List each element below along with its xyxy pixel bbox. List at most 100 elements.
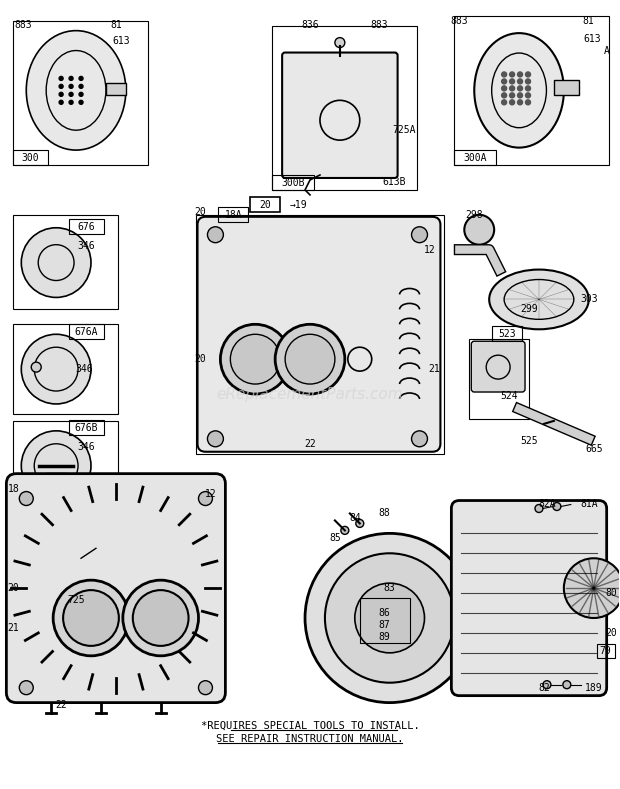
Text: 300B: 300B [281,178,305,188]
FancyBboxPatch shape [282,53,397,178]
Circle shape [526,86,531,91]
Text: 300: 300 [22,153,39,163]
Circle shape [79,77,83,80]
Circle shape [79,100,83,104]
Bar [14,215,118,309]
Circle shape [231,335,280,384]
Circle shape [59,77,63,80]
Circle shape [79,92,83,96]
Bar [195,215,445,454]
Circle shape [510,93,515,98]
Circle shape [526,72,531,77]
Text: 523: 523 [498,329,516,339]
Text: 676A: 676A [74,327,98,337]
Circle shape [412,431,427,447]
Text: 346: 346 [78,241,95,251]
Circle shape [564,559,620,618]
Bar [14,150,48,165]
Text: 22: 22 [55,700,67,709]
Circle shape [510,100,515,105]
Circle shape [464,215,494,245]
Text: 84: 84 [349,514,361,523]
Text: 299: 299 [520,305,538,314]
Text: 303: 303 [580,294,598,305]
Circle shape [502,93,507,98]
Polygon shape [51,553,101,593]
Text: 346: 346 [78,442,95,452]
Circle shape [275,324,345,394]
Bar [69,420,104,435]
Circle shape [63,590,119,646]
Circle shape [69,100,73,104]
Circle shape [526,93,531,98]
Text: 80: 80 [606,588,618,598]
Circle shape [285,335,335,384]
Bar [454,16,609,165]
Text: →19: →19 [290,200,307,210]
Bar [469,339,529,419]
Text: 524: 524 [500,391,518,401]
Text: 12: 12 [205,488,216,499]
Circle shape [69,84,73,88]
Circle shape [133,590,188,646]
Text: 525: 525 [520,436,538,446]
Ellipse shape [21,431,91,500]
Ellipse shape [474,33,564,148]
Text: 86: 86 [379,608,391,618]
Text: 22: 22 [304,439,316,449]
Text: 883: 883 [371,20,389,30]
Text: 81: 81 [110,20,122,30]
Text: 298: 298 [466,210,483,220]
Bar [69,324,104,339]
Circle shape [510,79,515,84]
Circle shape [198,492,213,506]
Circle shape [341,526,349,534]
Text: 88: 88 [379,508,391,518]
Circle shape [19,492,33,506]
Text: 20: 20 [195,354,206,365]
Text: 725: 725 [67,595,85,605]
Circle shape [355,583,425,653]
Circle shape [79,84,83,88]
Text: 79: 79 [600,646,611,656]
FancyBboxPatch shape [6,473,226,703]
Text: 189: 189 [585,682,603,693]
Circle shape [535,504,543,513]
Text: 18A: 18A [224,210,242,220]
Text: 20: 20 [259,200,271,210]
Circle shape [502,72,507,77]
Text: 836: 836 [301,20,319,30]
Circle shape [198,681,213,694]
Circle shape [31,362,41,372]
Text: 87: 87 [379,620,391,630]
Circle shape [518,100,523,105]
Bar [250,197,280,211]
Circle shape [59,84,63,88]
Bar [492,327,522,341]
Text: 346: 346 [75,364,93,374]
Circle shape [208,226,223,243]
Bar [106,84,126,95]
Circle shape [19,681,33,694]
Text: 85: 85 [329,533,341,544]
Circle shape [543,681,551,689]
Text: eReplacementParts.com: eReplacementParts.com [216,387,404,402]
Text: 20: 20 [195,207,206,217]
Circle shape [553,503,561,510]
Circle shape [305,533,474,703]
Circle shape [502,79,507,84]
Bar [14,324,118,414]
Circle shape [74,555,84,565]
Text: 676: 676 [78,222,95,232]
Circle shape [526,79,531,84]
Bar [272,26,417,190]
Text: 883: 883 [451,16,468,26]
Circle shape [59,100,63,104]
Circle shape [526,100,531,105]
Text: A: A [604,46,609,55]
FancyBboxPatch shape [198,217,440,452]
Ellipse shape [489,270,589,329]
Circle shape [518,79,523,84]
Text: 725A: 725A [393,125,416,135]
Circle shape [356,519,364,527]
